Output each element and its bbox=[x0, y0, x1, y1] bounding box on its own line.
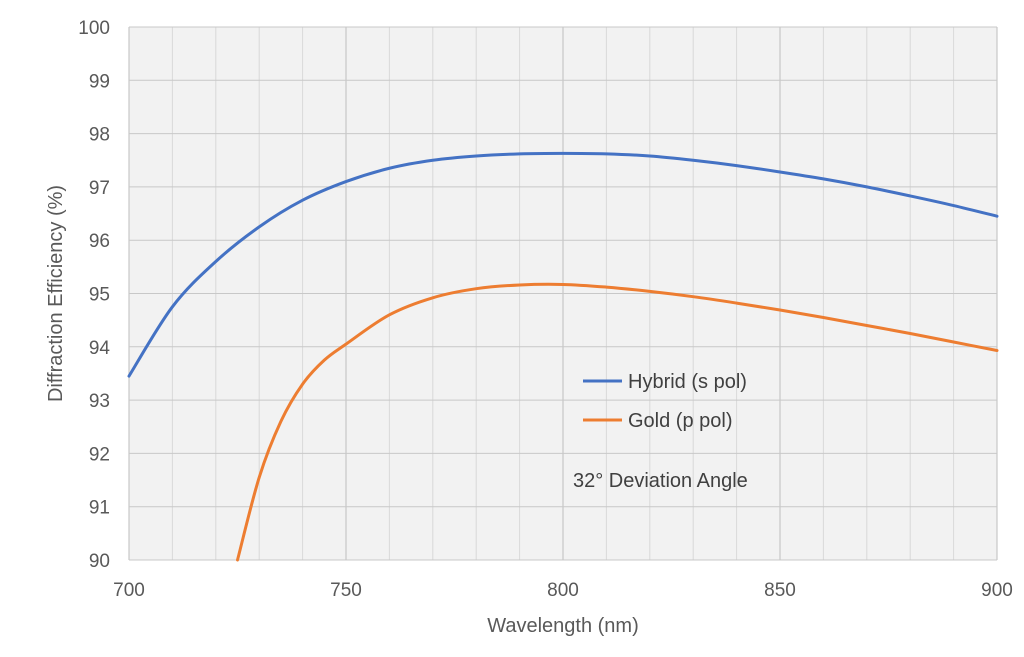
series-layer bbox=[127, 151, 999, 562]
y-tick-label: 96 bbox=[89, 231, 110, 252]
y-tick-label: 99 bbox=[89, 71, 110, 92]
y-tick-label: 97 bbox=[89, 178, 110, 199]
y-tick-label: 93 bbox=[89, 391, 110, 412]
y-tick-label: 90 bbox=[89, 551, 110, 572]
y-tick-label: 98 bbox=[89, 125, 110, 146]
series-line-gold-p-pol bbox=[236, 282, 999, 562]
series-line-hybrid-s-pol bbox=[127, 151, 999, 378]
major-gridlines bbox=[128, 26, 998, 561]
y-tick-label: 92 bbox=[89, 444, 110, 465]
y-tick-label: 94 bbox=[89, 338, 111, 359]
deviation-angle-annotation: 32° Deviation Angle bbox=[573, 470, 748, 492]
x-tick-label: 700 bbox=[113, 580, 145, 601]
x-tick-label: 900 bbox=[981, 580, 1013, 601]
legend-label-gold-p-pol: Gold (p pol) bbox=[628, 410, 733, 432]
x-tick-label: 850 bbox=[764, 580, 796, 601]
legend: Hybrid (s pol) Gold (p pol) bbox=[583, 371, 747, 432]
y-axis-tick-labels: 90 91 92 93 94 95 96 97 98 99 100 bbox=[78, 18, 110, 572]
y-tick-label: 91 bbox=[89, 498, 110, 519]
legend-label-hybrid-s-pol: Hybrid (s pol) bbox=[628, 371, 747, 393]
x-axis-tick-labels: 700 750 800 850 900 bbox=[113, 580, 1013, 601]
y-axis-title: Diffraction Efficiency (%) bbox=[45, 185, 67, 402]
x-tick-label: 750 bbox=[330, 580, 362, 601]
x-axis-title: Wavelength (nm) bbox=[487, 615, 639, 637]
y-tick-label: 100 bbox=[78, 18, 110, 39]
y-tick-label: 95 bbox=[89, 285, 110, 306]
x-tick-label: 800 bbox=[547, 580, 579, 601]
